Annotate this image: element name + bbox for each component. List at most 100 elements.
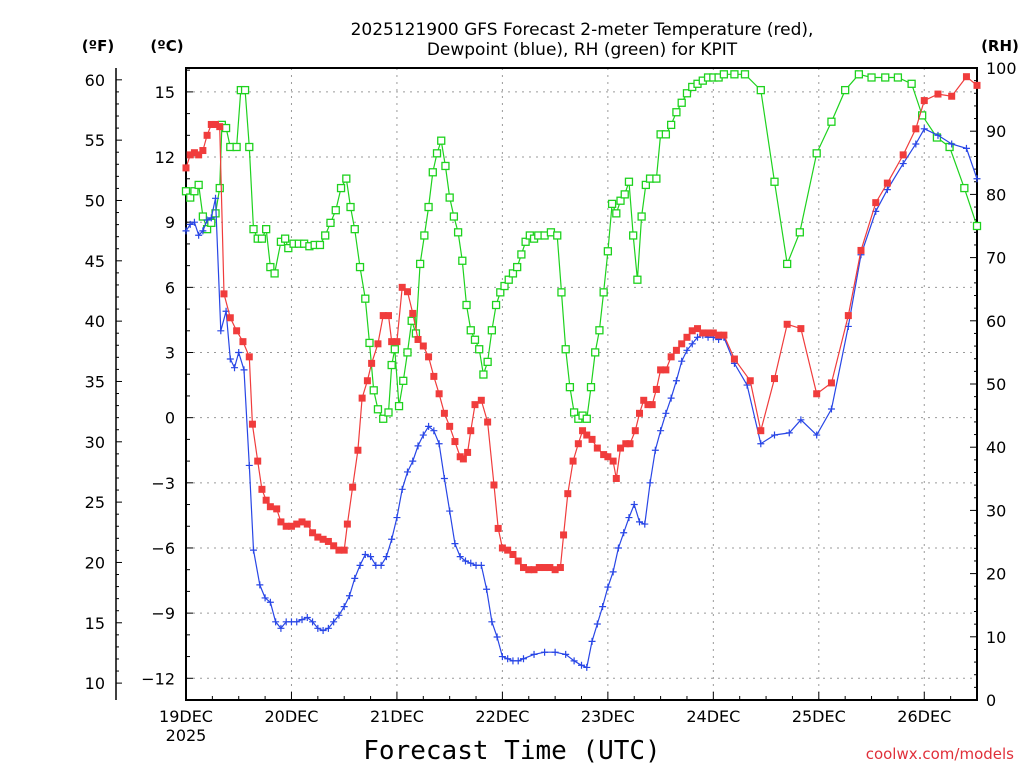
dewpoint-point (419, 431, 427, 439)
temperature-point (662, 366, 670, 374)
rh-point (586, 383, 596, 392)
dewpoint-point (646, 479, 654, 487)
celsius-tick-label: 9 (165, 213, 175, 232)
temperature-point (604, 453, 612, 461)
rh-point (390, 345, 399, 354)
dewpoint-point (483, 585, 491, 593)
temperature-point (262, 496, 270, 504)
temperature-series (182, 73, 981, 574)
rh-point (633, 275, 642, 284)
temperature-point (293, 520, 301, 528)
temperature-point (546, 564, 554, 572)
temperature-point (498, 544, 506, 552)
rh-tick-label: 20 (986, 565, 1006, 584)
rh-point (240, 85, 250, 95)
temperature-point (319, 535, 327, 543)
temperature-point (504, 546, 512, 554)
dewpoint-point (199, 227, 207, 235)
dewpoint-point (212, 194, 220, 202)
temperature-point (398, 283, 406, 291)
temperature-point (636, 409, 644, 417)
dewpoint-point (207, 214, 215, 222)
rh-point (960, 183, 969, 193)
dewpoint-point (530, 650, 538, 658)
temperature-point (403, 288, 411, 296)
rh-point (756, 85, 765, 95)
rh-point (770, 177, 779, 186)
celsius-tick-label: 3 (165, 344, 175, 363)
rh-point (458, 256, 467, 265)
temperature-point (715, 331, 723, 339)
rh-point (677, 98, 686, 107)
rh-point (972, 221, 982, 231)
dewpoint-point (493, 633, 501, 641)
rh-point (854, 70, 864, 79)
rh-point (321, 231, 330, 240)
temperature-point (414, 335, 422, 343)
fahrenheit-unit-label: (ºF) (82, 37, 114, 55)
rh-point (719, 70, 729, 79)
time-tick-label: 20DEC (264, 707, 318, 726)
temperature-point (277, 518, 285, 526)
credit-text: coolwx.com/models (866, 745, 1014, 763)
dewpoint-point (973, 175, 981, 183)
rh-point (918, 111, 927, 120)
time-tick-label: 23DEC (581, 707, 635, 726)
rh-point (315, 240, 325, 250)
rh-point (232, 142, 241, 152)
celsius-tick-label: 6 (165, 278, 175, 297)
rh-point (257, 234, 267, 243)
rh-point (387, 360, 396, 370)
dewpoint-point (477, 561, 485, 569)
temperature-point (640, 396, 648, 404)
temperature-point (797, 325, 805, 333)
rh-point (907, 79, 916, 88)
dewpoint-point (667, 394, 675, 402)
rh-point (466, 326, 475, 335)
rh-point (245, 142, 254, 152)
dewpoint-point (488, 618, 496, 626)
dewpoint-point (504, 655, 512, 663)
rh-point (373, 405, 383, 414)
rh-tick-label: 80 (986, 185, 1006, 204)
rh-tick-label: 10 (986, 628, 1006, 647)
temperature-point (579, 427, 587, 435)
time-tick-label: 26DEC (897, 707, 951, 726)
rh-tick-label: 50 (986, 375, 1006, 394)
dewpoint-point (588, 637, 596, 645)
dewpoint-point (678, 357, 686, 365)
rh-point (841, 85, 850, 95)
dewpoint-point (672, 377, 680, 385)
rh-point (508, 269, 518, 278)
rh-tick-label: 60 (986, 312, 1006, 331)
dewpoint-point (226, 355, 234, 363)
rh-point (661, 130, 671, 139)
dewpoint-point (382, 553, 390, 561)
rh-series (181, 70, 982, 423)
rh-point (629, 231, 638, 240)
dewpoint-point (578, 661, 585, 669)
temperature-point (525, 566, 533, 574)
dewpoint-point (398, 485, 406, 493)
rh-point (565, 383, 575, 392)
dewpoint-point (651, 446, 659, 454)
rh-point (599, 288, 608, 297)
dewpoint-point (261, 594, 269, 602)
rh-point (730, 70, 739, 79)
dewpoint-point (190, 218, 198, 226)
time-tick-label: 24DEC (686, 707, 740, 726)
dewpoint-point (435, 440, 443, 448)
temperature-point (678, 340, 686, 348)
dewpoint-point (912, 140, 920, 148)
temperature-point (609, 457, 617, 465)
rh-point (491, 300, 501, 310)
temperature-point (273, 505, 281, 513)
fahrenheit-tick-label: 10 (85, 674, 105, 693)
dewpoint-point (562, 650, 570, 658)
temperature-point (694, 325, 702, 333)
temperature-point (340, 546, 348, 554)
rh-point (198, 212, 208, 221)
temperature-point (203, 131, 211, 139)
celsius-tick-label: 12 (155, 148, 175, 167)
